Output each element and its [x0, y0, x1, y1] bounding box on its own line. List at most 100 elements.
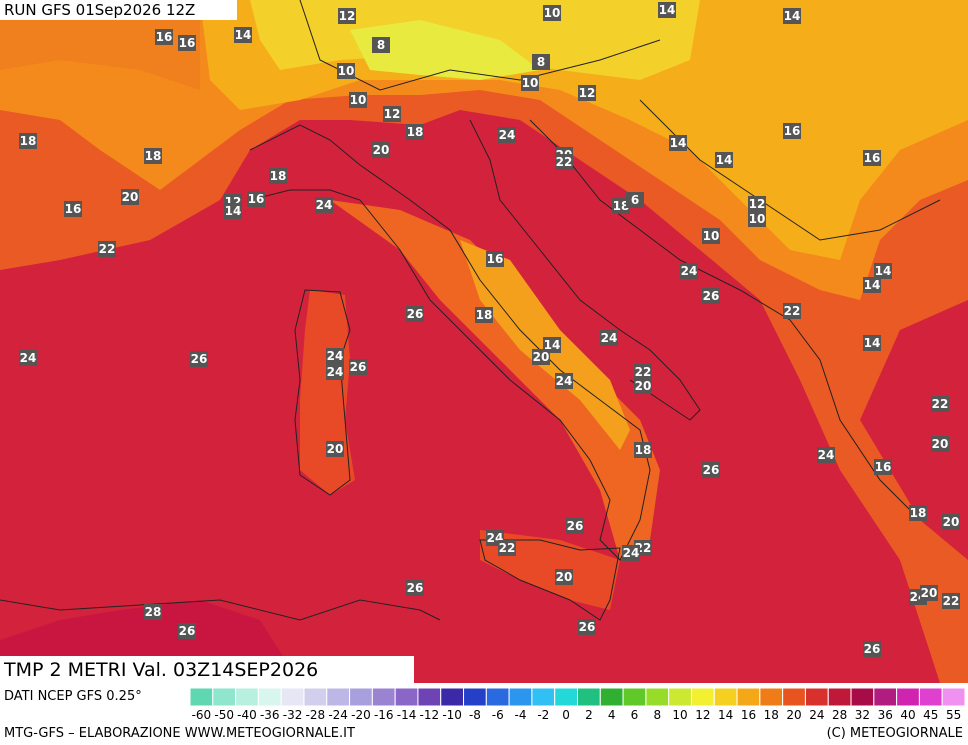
colorbar-label: -32	[283, 708, 303, 722]
temp-label: 18	[475, 307, 493, 323]
label-text: 22	[499, 541, 516, 555]
label-box	[498, 127, 516, 143]
label-text: 10	[350, 93, 367, 107]
label-box	[315, 197, 333, 213]
temp-label: 26	[178, 623, 196, 639]
colorbar-swatch	[440, 687, 465, 707]
colorbar-swatch	[554, 687, 578, 707]
label-box	[920, 585, 938, 601]
temp-label: 8	[532, 54, 550, 70]
temp-label: 12	[383, 106, 401, 122]
colorbar-label: -14	[397, 708, 417, 722]
label-box	[532, 349, 550, 365]
label-box	[634, 442, 652, 458]
colorbar-swatch	[782, 687, 806, 707]
temp-label: 24	[19, 350, 37, 366]
colorbar-label: 16	[741, 708, 756, 722]
label-text: 14	[225, 204, 242, 218]
temp-label: 22	[634, 364, 652, 380]
label-text: 16	[248, 192, 265, 206]
colorbar-label: -36	[260, 708, 280, 722]
label-box	[338, 8, 356, 24]
label-box	[748, 196, 766, 212]
label-box	[190, 351, 208, 367]
colorbar-swatch	[577, 687, 601, 707]
temp-label: 14	[669, 135, 687, 151]
temp-label: 10	[543, 5, 561, 21]
temp-label: 20	[326, 441, 344, 457]
label-box	[349, 92, 367, 108]
label-box	[486, 251, 504, 267]
label-box	[942, 593, 960, 609]
label-box	[269, 168, 287, 184]
label-text: 24	[327, 365, 344, 379]
label-text: 24	[499, 128, 516, 142]
temp-label: 28	[144, 604, 162, 620]
label-box	[622, 545, 640, 561]
temp-label: 16	[247, 191, 265, 207]
label-box	[634, 364, 652, 380]
temp-label: 18	[612, 198, 630, 214]
label-box	[144, 604, 162, 620]
label-text: 16	[179, 36, 196, 50]
colorbar-label: -28	[306, 708, 326, 722]
label-box	[555, 569, 573, 585]
label-box	[19, 133, 37, 149]
colorbar-swatch	[690, 687, 715, 707]
temp-label: 8	[372, 37, 390, 53]
colorbar-label: 40	[900, 708, 915, 722]
footer-right: (C) METEOGIORNALE	[827, 726, 963, 741]
colorbar-swatch	[941, 687, 966, 707]
label-box	[406, 124, 424, 140]
temp-label: 18	[269, 168, 287, 184]
label-text: 24	[327, 349, 344, 363]
colorbar-label: -20	[351, 708, 371, 722]
label-text: 18	[20, 134, 37, 148]
label-text: 18	[613, 199, 630, 213]
label-box	[475, 307, 493, 323]
colorbar-label: 0	[562, 708, 570, 722]
temp-label: 16	[874, 459, 892, 475]
label-text: 14	[875, 264, 892, 278]
label-text: 24	[623, 546, 640, 560]
label-box	[532, 54, 550, 70]
colorbar-label: 4	[608, 708, 616, 722]
label-text: 16	[864, 151, 881, 165]
label-box	[578, 85, 596, 101]
label-box	[64, 201, 82, 217]
label-box	[874, 459, 892, 475]
temp-label: 16	[863, 150, 881, 166]
label-box	[406, 306, 424, 322]
temp-label: 14	[715, 152, 733, 168]
colorbar-label: 2	[585, 708, 593, 722]
label-text: 26	[407, 581, 424, 595]
colorbar-swatch	[645, 687, 670, 707]
temp-label: 16	[178, 35, 196, 51]
colorbar-swatch	[212, 687, 237, 707]
label-text: 14	[670, 136, 687, 150]
label-box	[19, 350, 37, 366]
label-text: 20	[533, 350, 550, 364]
label-text: 22	[99, 242, 116, 256]
label-box	[155, 29, 173, 45]
temp-label: 26	[406, 306, 424, 322]
label-text: 20	[635, 379, 652, 393]
label-text: 24	[20, 351, 37, 365]
label-box	[543, 5, 561, 21]
temp-label: 24	[555, 373, 573, 389]
colorbar-label: 18	[764, 708, 779, 722]
colorbar-label: -6	[492, 708, 504, 722]
label-box	[578, 619, 596, 635]
label-text: 18	[270, 169, 287, 183]
temp-label: 26	[349, 359, 367, 375]
label-text: 20	[327, 442, 344, 456]
label-box	[658, 2, 676, 18]
colorbar-swatch	[326, 687, 351, 707]
colorbar-label: 36	[878, 708, 893, 722]
label-text: 22	[635, 365, 652, 379]
temp-label: 24	[315, 197, 333, 213]
temp-label: 26	[406, 580, 424, 596]
temp-label: 12	[338, 8, 356, 24]
temp-label: 20	[920, 585, 938, 601]
label-box	[178, 35, 196, 51]
